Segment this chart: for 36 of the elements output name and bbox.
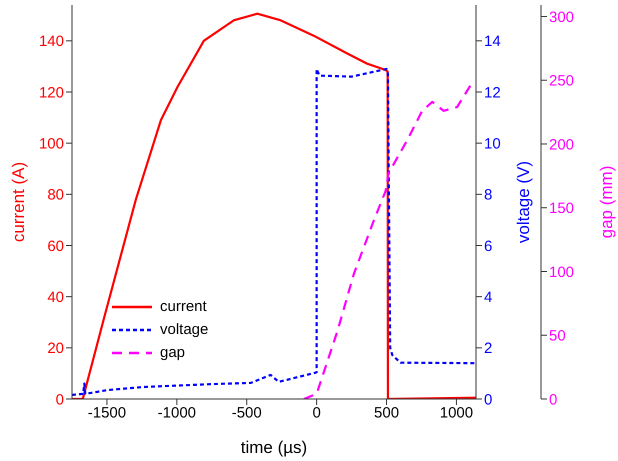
x-axis-title: time (µs) <box>240 438 308 457</box>
y2-tick-label: 4 <box>484 288 492 306</box>
x-tick-label: 0 <box>312 404 321 422</box>
y-tick-label: 40 <box>47 288 64 306</box>
y-tick-label: 20 <box>47 340 64 358</box>
y2-tick-label: 2 <box>484 340 492 358</box>
y-tick-label: 140 <box>38 33 64 50</box>
y2-tick-label: 8 <box>484 186 492 204</box>
x-tick-label: -1500 <box>88 404 126 422</box>
y3-tick-label: 200 <box>549 136 574 154</box>
y-tick-label: 100 <box>38 135 64 152</box>
legend-label: voltage <box>160 321 208 338</box>
legend-label: current <box>160 298 207 315</box>
y3-tick-label: 250 <box>549 72 574 90</box>
y2-tick-label: 0 <box>484 391 492 408</box>
y-axis-title: current (A) <box>9 162 28 242</box>
y2-tick-label: 12 <box>484 84 501 102</box>
y3-tick-label: 50 <box>549 328 566 345</box>
y-tick-label: 120 <box>38 84 64 102</box>
x-tick-label: 500 <box>374 404 400 422</box>
y2-tick-label: 10 <box>484 135 501 152</box>
y3-axis-title: gap (mm) <box>597 166 616 238</box>
y2-tick-label: 6 <box>484 238 492 255</box>
legend-label: gap <box>160 344 186 361</box>
y-tick-label: 80 <box>47 186 64 204</box>
y3-tick-label: 150 <box>549 200 574 218</box>
x-tick-label: 1000 <box>440 404 474 422</box>
y-tick-label: 0 <box>56 391 64 408</box>
y2-axis-title: voltage (V) <box>514 160 534 244</box>
y3-tick-label: 100 <box>549 264 574 281</box>
y-tick-label: 60 <box>47 238 64 255</box>
y2-tick-label: 14 <box>484 33 501 50</box>
y3-tick-label: 0 <box>549 391 558 408</box>
y3-tick-label: 300 <box>549 8 574 26</box>
x-tick-label: -1000 <box>158 404 196 422</box>
x-tick-label: -500 <box>232 404 262 422</box>
